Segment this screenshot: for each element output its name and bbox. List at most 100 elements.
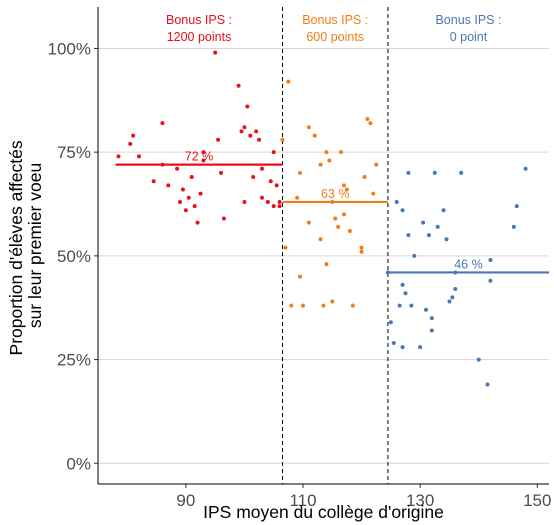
data-point: [359, 249, 364, 254]
x-tick-label: 90: [176, 491, 195, 510]
data-point: [485, 382, 490, 387]
data-point: [321, 303, 326, 308]
data-point: [301, 303, 305, 308]
data-point: [388, 320, 393, 325]
data-point: [137, 154, 141, 159]
data-point: [318, 162, 323, 167]
data-point: [327, 158, 332, 163]
data-point: [365, 116, 370, 121]
data-point: [409, 303, 414, 308]
data-point: [412, 253, 417, 258]
data-point: [295, 195, 300, 200]
data-point: [257, 137, 262, 142]
data-point: [441, 208, 446, 213]
data-point: [239, 129, 244, 134]
data-point: [306, 220, 311, 225]
data-point: [350, 303, 355, 308]
threshold-lines: [282, 7, 389, 484]
data-point: [183, 208, 188, 213]
data-point: [219, 170, 223, 175]
data-point: [201, 150, 206, 155]
data-point: [488, 258, 493, 263]
data-point: [403, 291, 408, 296]
y-tick-label: 75%: [57, 143, 91, 162]
data-point: [213, 50, 218, 55]
mean-label: 46 %: [454, 257, 483, 271]
zone-label: Bonus IPS :: [435, 13, 501, 27]
x-tick-label: 110: [289, 491, 316, 510]
data-point: [400, 208, 405, 213]
data-point: [362, 175, 367, 180]
data-point: [324, 150, 329, 155]
y-tick-label: 100%: [48, 39, 91, 58]
zone-label: Bonus IPS :: [302, 13, 368, 27]
data-point: [429, 328, 434, 333]
mean-label: 72 %: [185, 150, 214, 164]
data-point: [268, 179, 273, 184]
data-point: [280, 137, 285, 142]
data-point: [312, 133, 317, 138]
data-point: [324, 262, 329, 267]
data-point: [306, 125, 311, 130]
zone-label: 1200 points: [167, 30, 232, 44]
data-point: [178, 199, 182, 204]
data-point: [160, 121, 165, 126]
data-point: [359, 245, 364, 250]
data-point: [274, 183, 279, 188]
data-point: [251, 175, 256, 180]
data-point: [289, 303, 294, 308]
data-point: [421, 220, 426, 225]
data-point: [459, 170, 464, 175]
data-point: [128, 141, 133, 146]
data-point: [374, 162, 379, 167]
tick-labels: 0% 25% 50% 75% 100% 90 110 130 150: [48, 39, 552, 510]
data-point: [131, 133, 136, 138]
data-point: [166, 183, 171, 188]
data-point: [277, 199, 282, 204]
data-point: [283, 245, 288, 250]
data-point: [347, 228, 352, 233]
data-point: [418, 345, 423, 350]
data-point: [391, 340, 396, 345]
data-points: [116, 50, 528, 387]
data-point: [277, 204, 282, 209]
data-point: [242, 125, 247, 130]
data-point: [429, 316, 434, 321]
data-point: [254, 129, 259, 134]
data-point: [271, 150, 276, 155]
data-point: [245, 104, 250, 109]
data-point: [330, 299, 335, 304]
data-point: [371, 191, 376, 196]
data-point: [400, 345, 405, 350]
data-point: [435, 224, 440, 229]
mean-label: 63 %: [321, 187, 350, 201]
mean-lines: [115, 163, 549, 274]
data-point: [189, 175, 194, 180]
data-point: [342, 212, 346, 217]
data-point: [424, 307, 428, 312]
zone-label: 0 point: [450, 30, 488, 44]
data-point: [221, 216, 226, 221]
data-point: [180, 187, 185, 192]
data-point: [236, 83, 241, 88]
zone-labels: 72 % Bonus IPS : 1200 points 63 % Bonus IPS …: [166, 13, 501, 271]
data-point: [342, 183, 346, 188]
data-point: [453, 287, 458, 292]
data-point: [195, 220, 200, 225]
data-point: [432, 170, 437, 175]
data-point: [397, 303, 402, 308]
data-point: [260, 166, 264, 171]
data-point: [298, 170, 303, 175]
x-axis-title: IPS moyen du collège d'origine: [203, 502, 444, 522]
data-point: [286, 79, 291, 84]
zone-label: Bonus IPS :: [166, 13, 232, 27]
data-point: [265, 199, 270, 204]
data-point: [116, 154, 121, 159]
data-point: [406, 170, 411, 175]
data-point: [192, 204, 197, 209]
y-axis-title-line-1: Proportion d'élèves affectés: [6, 140, 26, 355]
data-point: [186, 195, 191, 200]
data-point: [201, 158, 206, 163]
data-point: [248, 133, 253, 138]
data-point: [318, 237, 323, 242]
